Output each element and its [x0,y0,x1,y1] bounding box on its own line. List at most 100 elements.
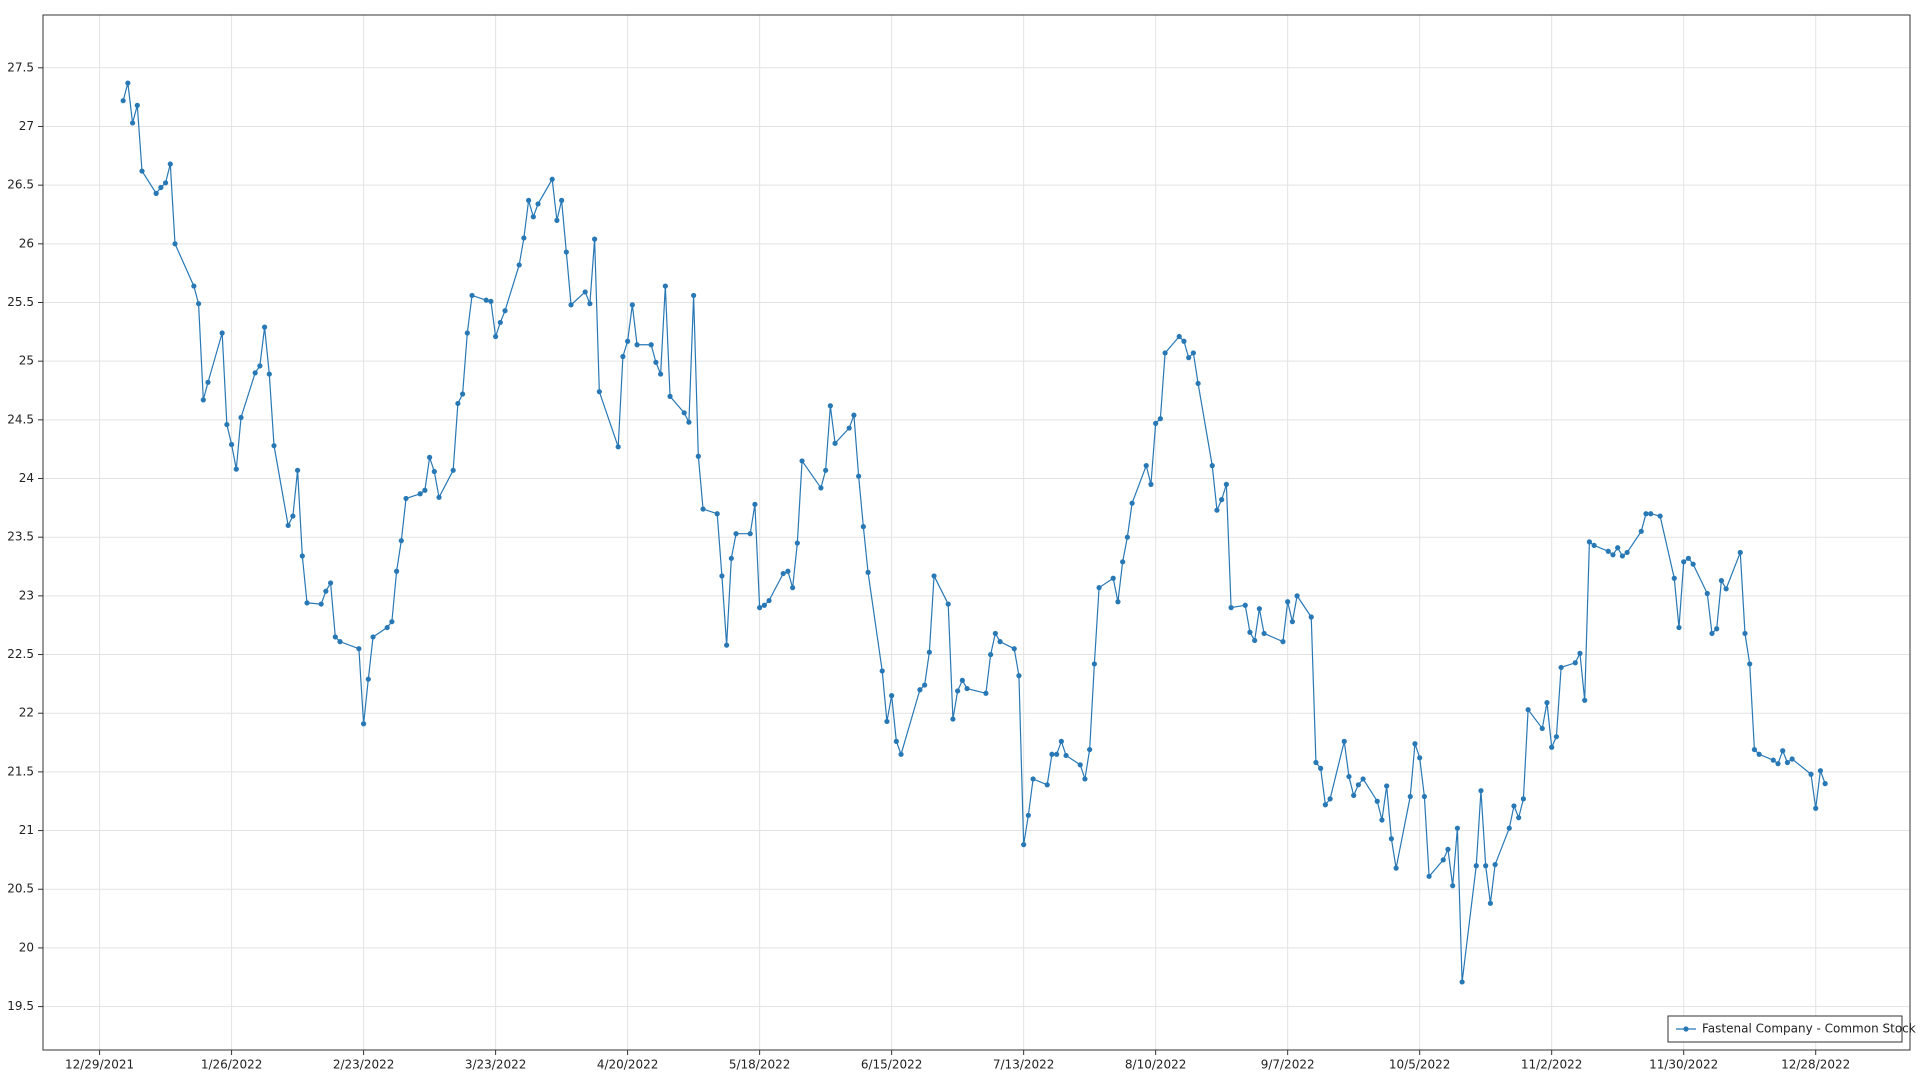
data-point [1445,846,1451,852]
data-point [1780,748,1786,754]
data-point [1143,463,1149,469]
data-point [1355,782,1361,788]
data-point [686,419,692,425]
y-tick-label: 27.5 [7,60,34,74]
data-point [1313,759,1319,766]
data-point [648,342,654,348]
x-tick-label: 10/5/2022 [1389,1058,1451,1072]
data-point [1223,481,1229,487]
data-point [1025,812,1031,818]
data-point [153,190,159,196]
x-tick-label: 9/7/2022 [1261,1058,1315,1072]
data-point [1322,802,1328,808]
data-point [1176,333,1182,340]
data-point [1049,751,1055,757]
data-point [1157,416,1163,422]
data-point [1285,599,1291,605]
data-point [1822,781,1828,787]
data-point [818,485,824,491]
data-point [1478,788,1484,794]
data-point [393,568,400,574]
data-point [299,553,305,559]
y-tick-label: 25.5 [7,295,34,309]
data-point [1685,555,1692,561]
data-point [1021,842,1027,848]
data-point [747,531,753,537]
data-point [695,453,701,459]
data-point [1553,734,1560,740]
legend-marker [1683,1026,1689,1032]
x-tick-label: 6/15/2022 [861,1058,923,1072]
y-tick-label: 27 [19,119,34,133]
data-point [1714,626,1720,632]
data-point [1417,755,1423,761]
data-point [832,440,838,446]
data-point [205,379,211,385]
y-tick-label: 24 [19,471,34,485]
data-point [1289,619,1295,625]
data-point [172,241,178,247]
x-tick-label: 5/18/2022 [729,1058,791,1072]
data-point [549,176,555,182]
data-point [1690,561,1696,567]
data-point [1219,497,1225,503]
data-point [1676,624,1682,631]
data-point [1737,549,1743,556]
data-point [195,301,202,307]
data-point [1454,825,1460,831]
data-point [1261,630,1267,637]
data-point [332,634,338,640]
data-point [134,102,140,108]
data-point [1412,741,1418,747]
data-point [893,738,899,744]
data-point [1186,355,1192,361]
data-point [304,600,310,606]
data-point [955,688,961,694]
data-point [761,602,767,608]
data-point [125,80,131,86]
data-point [1582,697,1588,703]
data-point [1539,725,1545,732]
data-point [997,639,1003,645]
y-tick-label: 21.5 [7,764,34,778]
data-point [1657,513,1663,519]
data-point [922,682,928,688]
data-point [427,454,433,460]
data-point [1459,979,1465,985]
data-point [634,342,640,348]
data-point [370,634,376,640]
data-point [516,262,522,268]
data-point [884,718,890,725]
data-point [1077,762,1083,768]
data-point [1638,528,1644,534]
data-point [785,568,791,574]
data-point [728,555,734,561]
data-point [1610,552,1616,558]
data-point [1487,900,1493,906]
data-point [1572,660,1578,666]
data-point [1214,507,1220,513]
data-point [1775,761,1781,767]
data-point [1115,599,1121,605]
data-point [1384,783,1390,789]
data-point [1421,793,1427,800]
data-point [827,403,833,409]
data-point [856,473,862,479]
data-point [563,249,569,255]
data-point [691,292,697,299]
data-point [271,443,277,449]
data-point [1813,805,1819,811]
data-point [1054,751,1060,757]
data-point [1379,817,1385,823]
data-point [493,333,499,340]
data-point [1440,857,1446,863]
y-tick-label: 23.5 [7,530,34,544]
y-tick-label: 24.5 [7,412,34,426]
data-point [860,524,866,530]
data-point [1784,759,1791,766]
data-point [1704,590,1710,597]
data-point [1242,602,1248,608]
y-tick-label: 26.5 [7,178,34,192]
data-point [1318,765,1324,771]
data-point [1808,771,1814,777]
